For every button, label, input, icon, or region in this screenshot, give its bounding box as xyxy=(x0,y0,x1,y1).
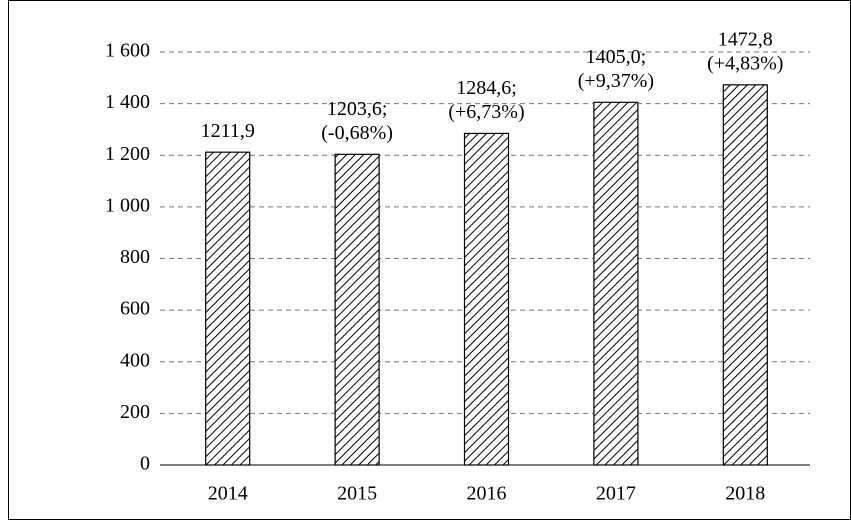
x-tick-label: 2018 xyxy=(725,483,765,505)
chart-border xyxy=(8,0,851,520)
data-label: 1211,9 xyxy=(201,120,255,142)
y-tick-label: 600 xyxy=(120,298,150,320)
bar xyxy=(334,153,380,466)
x-tick-label: 2017 xyxy=(596,483,636,505)
x-tick-label: 2015 xyxy=(337,483,377,505)
y-tick-label: 800 xyxy=(120,246,150,268)
data-label: (-0,68%) xyxy=(321,122,393,144)
data-label: 1203,6; xyxy=(327,98,388,120)
y-tick-label: 1 000 xyxy=(105,194,150,216)
bar xyxy=(722,84,768,466)
bar xyxy=(205,151,251,466)
data-label: (+4,83%) xyxy=(707,52,783,74)
data-label: 1405,0; xyxy=(586,46,647,68)
y-tick-label: 400 xyxy=(120,349,150,371)
data-label: 1284,6; xyxy=(456,77,517,99)
y-tick-label: 0 xyxy=(140,453,150,475)
y-tick-label: 200 xyxy=(120,401,150,423)
data-label: 1472,8 xyxy=(718,28,773,50)
bar xyxy=(593,101,639,466)
data-label: (+6,73%) xyxy=(448,101,524,123)
y-tick-label: 1 200 xyxy=(105,143,150,165)
y-tick-label: 1 400 xyxy=(105,91,150,113)
x-tick-label: 2014 xyxy=(208,483,248,505)
data-label: (+9,37%) xyxy=(578,70,654,92)
bar xyxy=(463,132,510,466)
x-tick-label: 2016 xyxy=(467,483,507,505)
y-tick-label: 1 600 xyxy=(105,40,150,62)
